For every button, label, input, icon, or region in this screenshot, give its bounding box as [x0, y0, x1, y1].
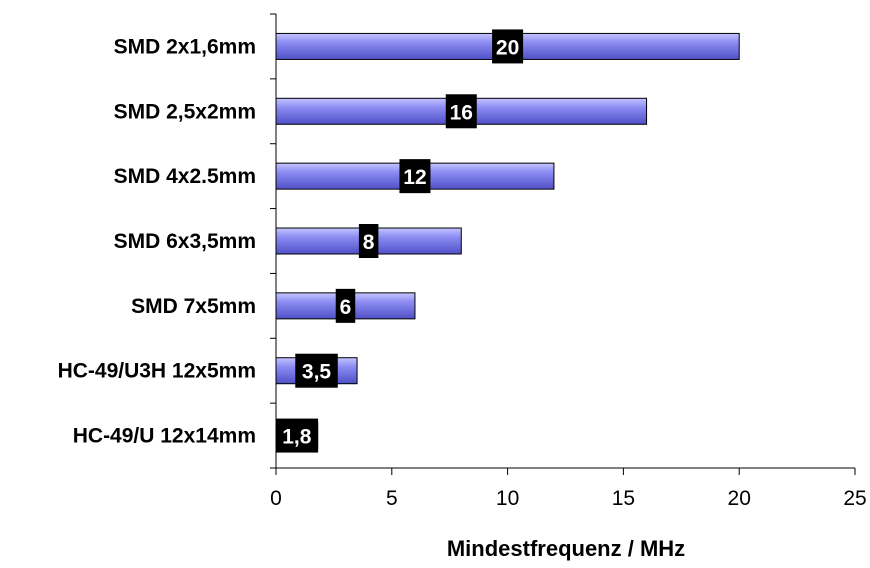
data-label: 8 — [363, 231, 375, 254]
data-label: 12 — [403, 166, 426, 189]
data-label: 16 — [450, 101, 473, 124]
data-label: 6 — [340, 296, 352, 319]
x-tick-label: 10 — [496, 487, 519, 510]
category-label: SMD 6x3,5mm — [114, 230, 256, 253]
data-label-box — [445, 94, 477, 129]
x-tick-label: 0 — [270, 487, 282, 510]
category-label: SMD 4x2.5mm — [114, 165, 256, 188]
data-label: 3,5 — [302, 361, 332, 384]
data-label-box — [358, 224, 379, 258]
category-label: HC-49/U 12x14mm — [73, 425, 256, 448]
category-label: SMD 2,5x2mm — [114, 100, 256, 123]
x-tick-label: 15 — [612, 487, 635, 510]
data-label-box — [399, 159, 431, 194]
category-label: HC-49/U3H 12x5mm — [58, 360, 256, 383]
data-label: 20 — [496, 36, 519, 59]
data-label-box — [335, 288, 356, 323]
category-label: SMD 7x5mm — [131, 295, 256, 318]
x-tick-label: 5 — [386, 487, 398, 510]
x-tick-label: 20 — [728, 487, 751, 510]
data-label: 1,8 — [282, 426, 312, 449]
x-tick-label: 25 — [843, 487, 866, 510]
x-axis-title: Mindestfrequenz / MHz — [447, 536, 685, 561]
data-label-box — [492, 29, 524, 64]
data-label-box — [275, 418, 319, 453]
category-label: SMD 2x1,6mm — [114, 35, 256, 58]
data-label-box — [295, 353, 338, 388]
